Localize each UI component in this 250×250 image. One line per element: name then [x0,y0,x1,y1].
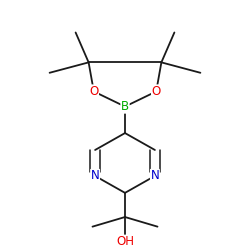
Text: N: N [150,170,159,182]
Text: OH: OH [116,235,134,248]
Text: O: O [89,85,99,98]
Text: B: B [121,100,129,113]
Text: N: N [91,170,100,182]
Text: O: O [152,85,161,98]
